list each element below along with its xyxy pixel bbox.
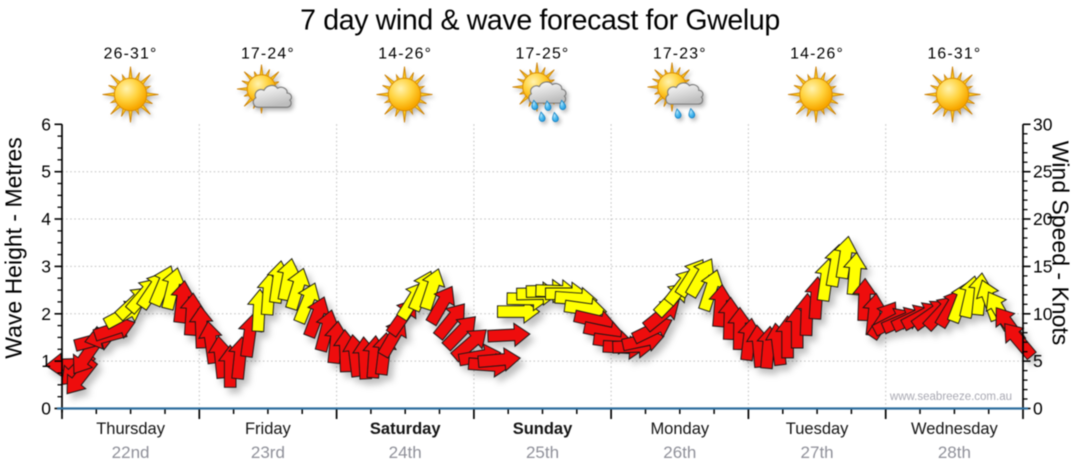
svg-text:1: 1 bbox=[41, 351, 51, 371]
svg-text:17-25°: 17-25° bbox=[516, 46, 570, 63]
svg-text:14-26°: 14-26° bbox=[790, 46, 844, 63]
svg-text:27th: 27th bbox=[801, 443, 834, 462]
svg-text:26-31°: 26-31° bbox=[104, 46, 158, 63]
svg-text:14-26°: 14-26° bbox=[378, 46, 432, 63]
svg-text:17-23°: 17-23° bbox=[653, 46, 707, 63]
svg-text:Wind Speed - Knots: Wind Speed - Knots bbox=[1048, 141, 1074, 346]
svg-text:Sunday: Sunday bbox=[513, 420, 573, 438]
svg-text:20: 20 bbox=[1033, 209, 1053, 229]
svg-text:Monday: Monday bbox=[650, 420, 709, 438]
svg-text:25th: 25th bbox=[526, 443, 559, 462]
svg-text:www.seabreeze.com.au: www.seabreeze.com.au bbox=[889, 391, 1012, 403]
svg-text:5: 5 bbox=[41, 162, 51, 182]
svg-text:2: 2 bbox=[41, 304, 51, 324]
svg-text:Wednesday: Wednesday bbox=[911, 420, 999, 438]
svg-text:28th: 28th bbox=[938, 443, 971, 462]
svg-text:7 day wind & wave forecast for: 7 day wind & wave forecast for Gwelup bbox=[300, 5, 780, 37]
svg-text:24th: 24th bbox=[389, 443, 422, 462]
svg-text:26th: 26th bbox=[663, 443, 696, 462]
svg-text:Wave Height - Metres: Wave Height - Metres bbox=[1, 137, 27, 359]
svg-text:10: 10 bbox=[1033, 304, 1053, 324]
svg-text:Friday: Friday bbox=[245, 420, 292, 438]
svg-text:6: 6 bbox=[41, 114, 51, 134]
svg-text:22nd: 22nd bbox=[112, 443, 150, 462]
svg-text:16-31°: 16-31° bbox=[927, 46, 981, 63]
svg-text:Saturday: Saturday bbox=[370, 420, 441, 438]
svg-text:0: 0 bbox=[41, 399, 51, 419]
svg-text:23rd: 23rd bbox=[251, 443, 285, 462]
svg-text:15: 15 bbox=[1033, 256, 1052, 276]
svg-text:25: 25 bbox=[1033, 162, 1052, 182]
svg-text:5: 5 bbox=[1033, 351, 1043, 371]
svg-text:3: 3 bbox=[41, 256, 51, 276]
svg-text:4: 4 bbox=[41, 209, 51, 229]
svg-text:17-24°: 17-24° bbox=[241, 46, 295, 63]
svg-text:Tuesday: Tuesday bbox=[786, 420, 849, 438]
svg-text:Thursday: Thursday bbox=[96, 420, 166, 438]
svg-text:30: 30 bbox=[1033, 114, 1053, 134]
svg-text:0: 0 bbox=[1033, 399, 1043, 419]
